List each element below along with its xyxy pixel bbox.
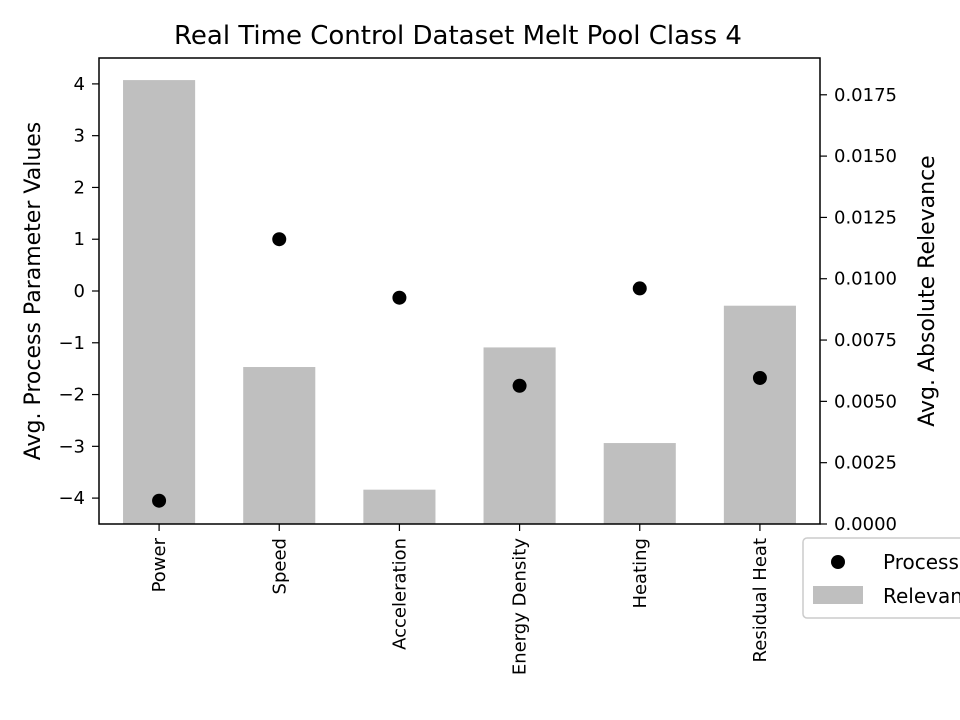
left-axis-title: Avg. Process Parameter Values — [21, 122, 46, 461]
point-energy-density — [512, 378, 527, 393]
point-speed — [272, 232, 287, 247]
bar-residual-heat — [723, 305, 796, 524]
left-tick-label: 4 — [74, 74, 85, 95]
right-tick-label: 0.0100 — [834, 269, 897, 290]
right-tick-label: 0.0175 — [834, 85, 897, 106]
bar-acceleration — [363, 489, 436, 524]
x-tick-label-energy-density: Energy Density — [510, 538, 531, 676]
chart-title: Real Time Control Dataset Melt Pool Clas… — [174, 21, 742, 51]
right-tick-label: 0.0075 — [834, 330, 897, 351]
x-tick-label-speed: Speed — [269, 538, 290, 594]
right-axis: 0.0175 0.0150 0.0125 0.0100 0.0075 0.0050 0.00… — [820, 85, 897, 535]
right-tick-label: 0.0000 — [834, 514, 897, 535]
right-tick-label: 0.0050 — [834, 391, 897, 412]
bar-heating — [603, 443, 676, 524]
legend: Process Parameter Relevance — [802, 537, 960, 619]
right-tick-label: 0.0150 — [834, 146, 897, 167]
right-tick-label: 0.0025 — [834, 453, 897, 474]
point-group — [152, 232, 767, 508]
bar-energy-density — [483, 347, 556, 524]
legend-label-process-parameter: Process Parameter — [883, 550, 960, 574]
left-tick-label: −4 — [58, 488, 85, 509]
left-tick-label: −3 — [58, 436, 85, 457]
point-acceleration — [392, 290, 407, 305]
bar-speed — [243, 367, 316, 524]
legend-label-relevance: Relevance — [883, 584, 960, 608]
x-tick-label-power: Power — [149, 537, 170, 592]
bar-power — [123, 80, 196, 525]
x-tick-label-residual-heat: Residual Heat — [750, 538, 771, 662]
right-tick-label: 0.0125 — [834, 207, 897, 228]
left-tick-label: 0 — [74, 281, 85, 302]
x-tick-label-heating: Heating — [630, 538, 651, 609]
left-axis: 4 3 2 1 0 −1 −2 −3 −4 — [58, 74, 99, 509]
left-tick-label: 2 — [74, 177, 85, 198]
point-heating — [632, 281, 647, 296]
legend-swatch-relevance — [813, 586, 863, 604]
point-power — [152, 493, 167, 508]
left-tick-label: 1 — [74, 229, 85, 250]
point-residual-heat — [752, 370, 767, 385]
left-tick-label: 3 — [74, 126, 85, 147]
right-axis-title: Avg. Absolute Relevance — [915, 155, 940, 426]
left-tick-label: −1 — [58, 333, 85, 354]
x-axis: Power Speed Acceleration Energy Density Heat… — [149, 524, 771, 675]
left-tick-label: −2 — [58, 385, 85, 406]
x-tick-label-acceleration: Acceleration — [389, 538, 410, 650]
bar-group — [123, 80, 796, 525]
legend-marker-process-parameter — [831, 555, 845, 569]
